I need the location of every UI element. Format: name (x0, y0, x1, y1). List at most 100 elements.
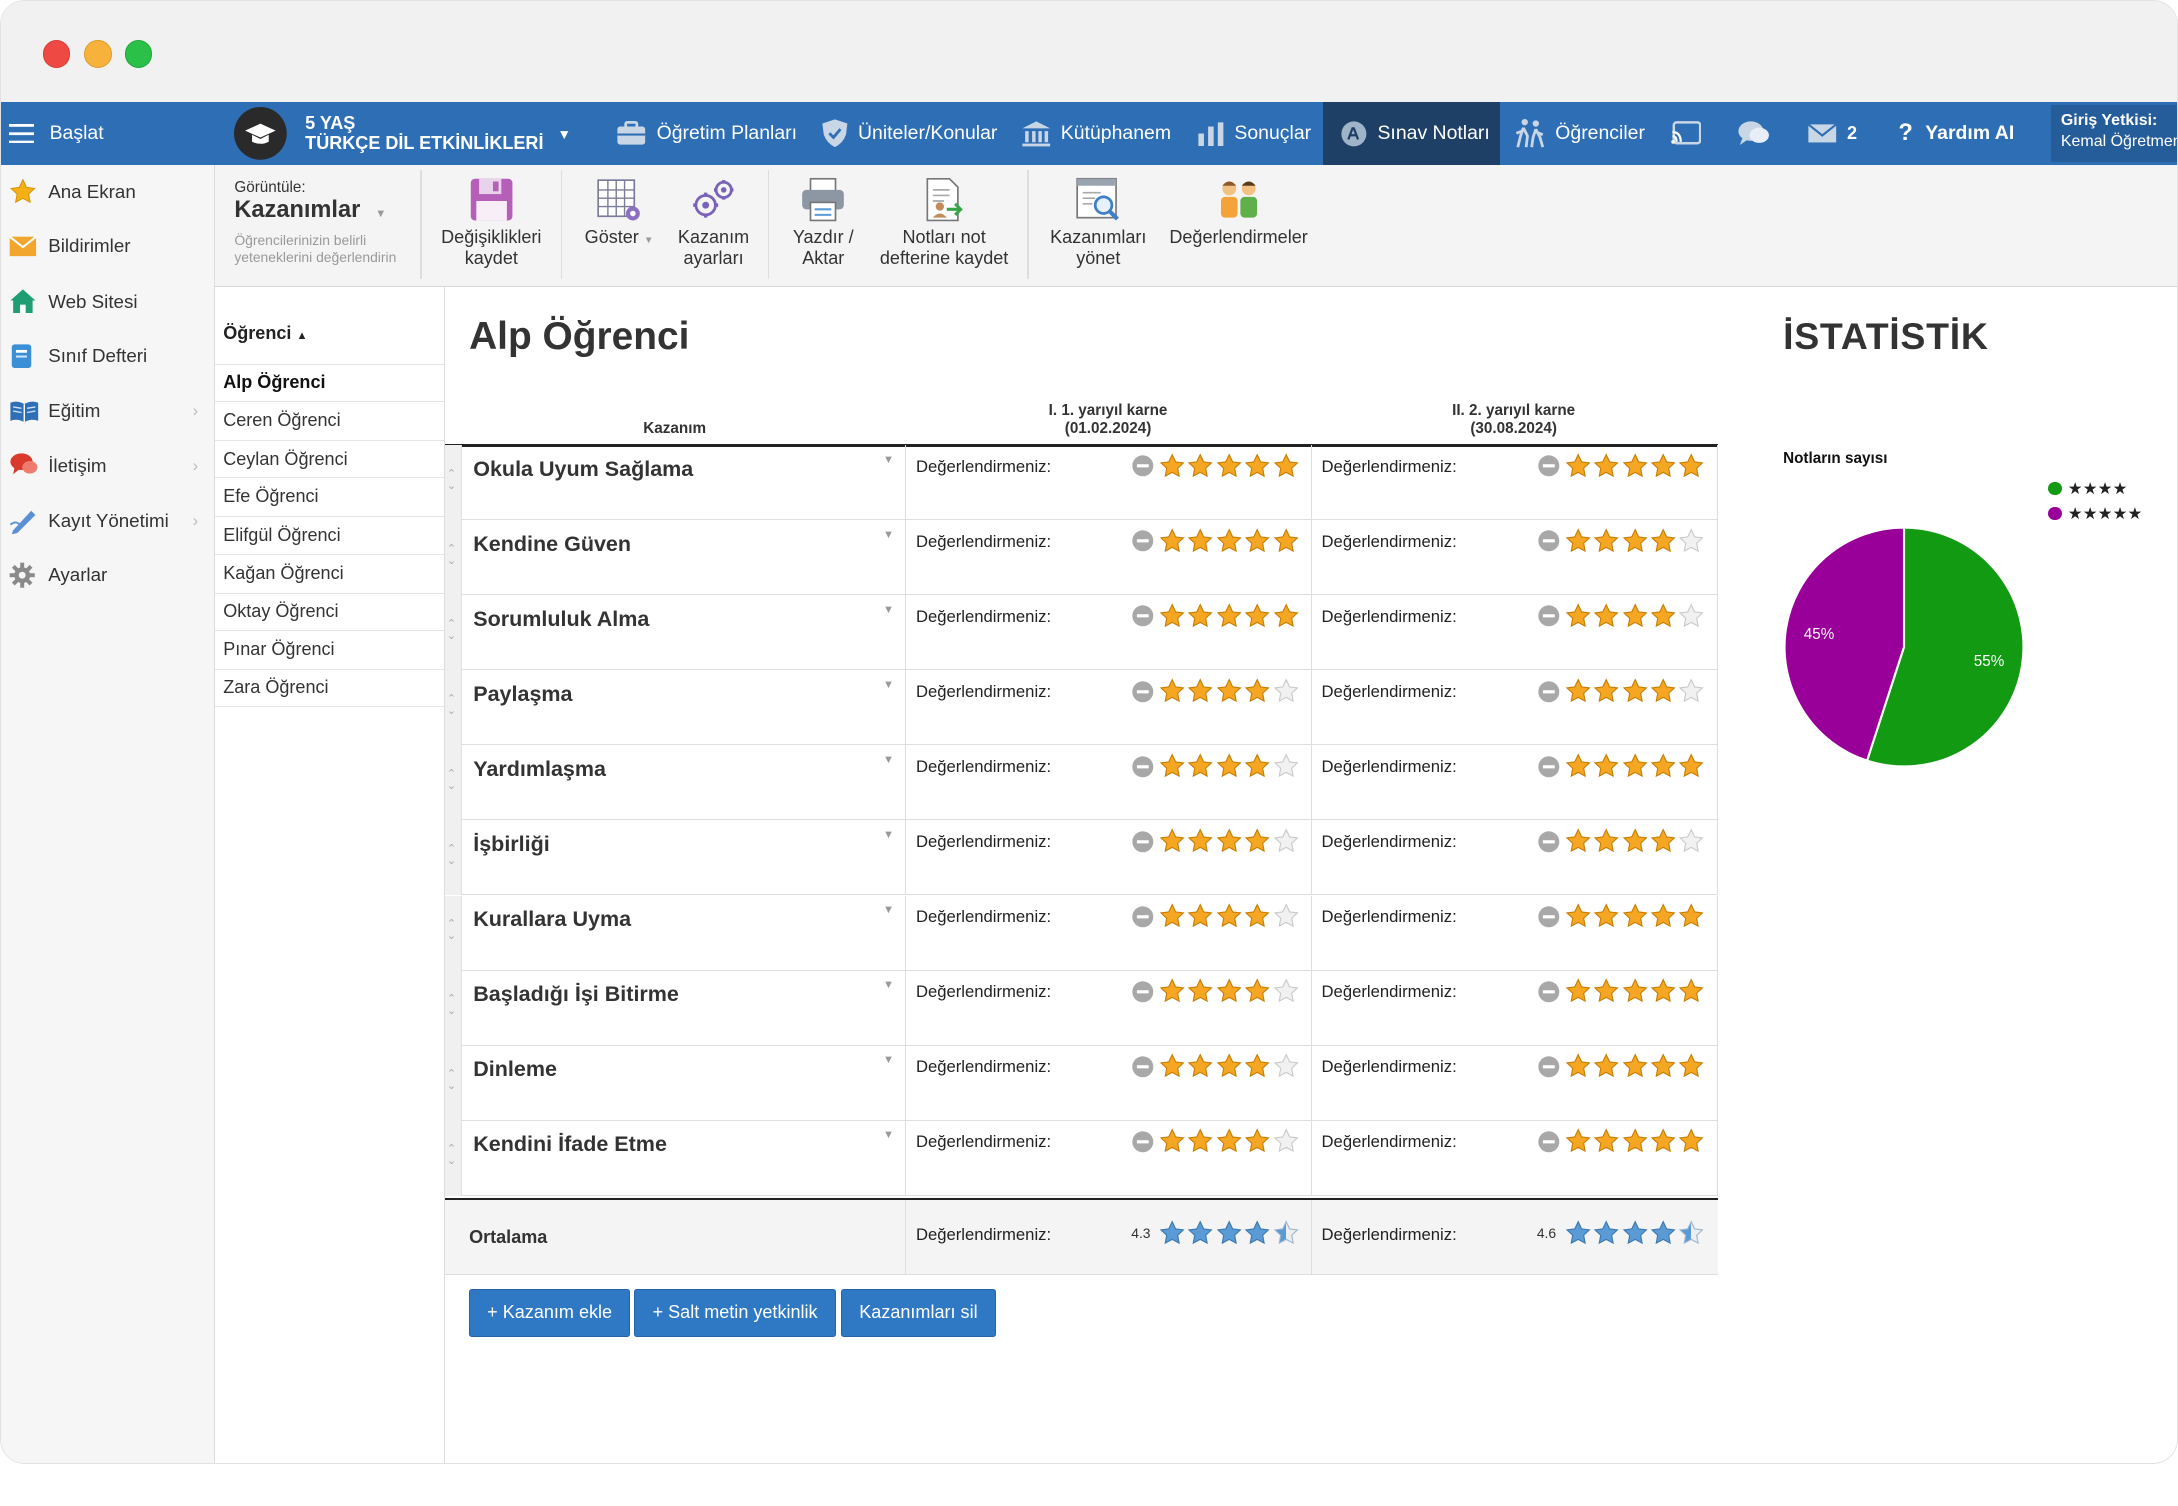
star-icon[interactable] (1187, 1220, 1214, 1246)
term2-star-rating[interactable] (1537, 677, 1707, 705)
star-icon[interactable] (1273, 753, 1299, 779)
outcome-menu-dropdown[interactable]: ▼ (883, 678, 894, 691)
outcome-menu-dropdown[interactable]: ▼ (883, 903, 894, 916)
save-to-gradebook-button[interactable]: Notları not defterine kaydet (873, 176, 1015, 269)
sidebar-item-home[interactable]: Ana Ekran (1, 165, 215, 219)
star-icon[interactable] (1678, 828, 1705, 854)
show-menu-button[interactable]: Göster ▼ (576, 176, 662, 252)
term2-star-rating[interactable] (1537, 1052, 1707, 1080)
clear-rating-icon[interactable] (1131, 905, 1155, 929)
start-menu-button[interactable]: Başlat (9, 102, 104, 165)
evaluations-button[interactable]: Değerlendirmeler (1165, 176, 1312, 248)
star-icon[interactable] (1244, 753, 1271, 779)
star-icon[interactable] (1593, 678, 1619, 704)
outcome-menu-dropdown[interactable]: ▼ (883, 978, 894, 991)
star-icon[interactable] (1273, 828, 1299, 854)
outcome-menu-dropdown[interactable]: ▼ (883, 1128, 894, 1141)
star-icon[interactable] (1678, 528, 1705, 554)
nav-library[interactable]: Kütüphanem (1021, 102, 1171, 165)
star-icon[interactable] (1273, 528, 1299, 554)
sidebar-item-website[interactable]: Web Sitesi (1, 275, 215, 329)
sidebar-item-settings[interactable]: Ayarlar (1, 548, 215, 602)
term1-star-rating[interactable] (1131, 827, 1301, 855)
star-icon[interactable] (1650, 978, 1676, 1004)
drag-handle[interactable]: ⌃ ⌄ (445, 445, 463, 521)
outcome-menu-dropdown[interactable]: ▼ (883, 1053, 894, 1066)
star-icon[interactable] (1650, 828, 1676, 854)
nav-teaching-plans[interactable]: Öğretim Planları (616, 102, 797, 165)
clear-rating-icon[interactable] (1537, 980, 1561, 1004)
clear-rating-icon[interactable] (1131, 1055, 1155, 1079)
star-icon[interactable] (1565, 453, 1591, 479)
star-icon[interactable] (1565, 978, 1591, 1004)
outcome-menu-dropdown[interactable]: ▼ (883, 453, 894, 466)
drag-handle[interactable]: ⌃ ⌄ (445, 1120, 463, 1196)
star-icon[interactable] (1650, 453, 1676, 479)
maximize-window-button[interactable] (124, 39, 153, 68)
clear-rating-icon[interactable] (1537, 604, 1561, 628)
term2-star-rating[interactable] (1537, 602, 1707, 630)
star-icon[interactable] (1593, 603, 1619, 629)
star-icon[interactable] (1244, 603, 1271, 629)
student-column-header[interactable]: Öğrenci ▲ (223, 323, 307, 344)
star-icon[interactable] (1159, 603, 1185, 629)
star-icon[interactable] (1593, 978, 1619, 1004)
star-icon[interactable] (1273, 603, 1299, 629)
star-icon[interactable] (1678, 1220, 1705, 1246)
term1-star-rating[interactable] (1131, 902, 1301, 930)
delete-outcomes-button[interactable]: Kazanımları sil (841, 1288, 996, 1338)
star-icon[interactable] (1650, 1220, 1676, 1246)
nav-exam-grades[interactable]: Sınav Notları (1323, 102, 1500, 165)
star-icon[interactable] (1244, 828, 1271, 854)
close-window-button[interactable] (42, 39, 71, 68)
term1-star-rating[interactable] (1131, 752, 1301, 780)
star-icon[interactable] (1159, 828, 1185, 854)
star-icon[interactable] (1650, 678, 1676, 704)
star-icon[interactable] (1565, 1053, 1591, 1079)
star-icon[interactable] (1565, 828, 1591, 854)
star-icon[interactable] (1273, 1220, 1299, 1246)
help-ai-button[interactable]: ? Yardım AI (1898, 102, 2014, 165)
drag-handle[interactable]: ⌃ ⌄ (445, 520, 463, 596)
clear-rating-icon[interactable] (1537, 1055, 1561, 1079)
manage-outcomes-button[interactable]: Kazanımları yönet (1043, 176, 1154, 269)
outcome-menu-dropdown[interactable]: ▼ (883, 828, 894, 841)
star-icon[interactable] (1565, 903, 1591, 929)
star-icon[interactable] (1273, 1053, 1299, 1079)
student-row[interactable]: Zara Öğrenci (214, 669, 446, 707)
star-icon[interactable] (1622, 828, 1648, 854)
star-icon[interactable] (1159, 753, 1185, 779)
nav-students[interactable]: Öğrenciler (1515, 102, 1645, 165)
star-icon[interactable] (1273, 453, 1299, 479)
print-export-button[interactable]: Yazdır / Aktar (779, 176, 868, 269)
star-icon[interactable] (1678, 903, 1705, 929)
student-row[interactable]: Oktay Öğrenci (214, 592, 446, 631)
clear-rating-icon[interactable] (1537, 830, 1561, 854)
star-icon[interactable] (1622, 753, 1648, 779)
star-icon[interactable] (1593, 1128, 1619, 1154)
clear-rating-icon[interactable] (1537, 755, 1561, 779)
clear-rating-icon[interactable] (1537, 1130, 1561, 1154)
star-icon[interactable] (1216, 753, 1242, 779)
star-icon[interactable] (1159, 453, 1185, 479)
star-icon[interactable] (1187, 1128, 1214, 1154)
outcome-menu-dropdown[interactable]: ▼ (883, 753, 894, 766)
clear-rating-icon[interactable] (1131, 980, 1155, 1004)
star-icon[interactable] (1244, 978, 1271, 1004)
clear-rating-icon[interactable] (1131, 454, 1155, 478)
star-icon[interactable] (1187, 753, 1214, 779)
add-text-competency-button[interactable]: + Salt metin yetkinlik (634, 1288, 836, 1338)
star-icon[interactable] (1622, 1220, 1648, 1246)
star-icon[interactable] (1159, 1053, 1185, 1079)
student-row[interactable]: Elifgül Öğrenci (214, 516, 446, 554)
star-icon[interactable] (1678, 753, 1705, 779)
star-icon[interactable] (1622, 453, 1648, 479)
student-row[interactable]: Efe Öğrenci (214, 477, 446, 515)
star-icon[interactable] (1622, 678, 1648, 704)
drag-handle[interactable]: ⌃ ⌄ (445, 970, 463, 1046)
sidebar-item-education[interactable]: Eğitim › (1, 384, 215, 438)
messages-button[interactable]: 2 (1807, 102, 1857, 165)
student-row[interactable]: Kağan Öğrenci (214, 553, 446, 592)
star-icon[interactable] (1650, 753, 1676, 779)
star-icon[interactable] (1650, 603, 1676, 629)
